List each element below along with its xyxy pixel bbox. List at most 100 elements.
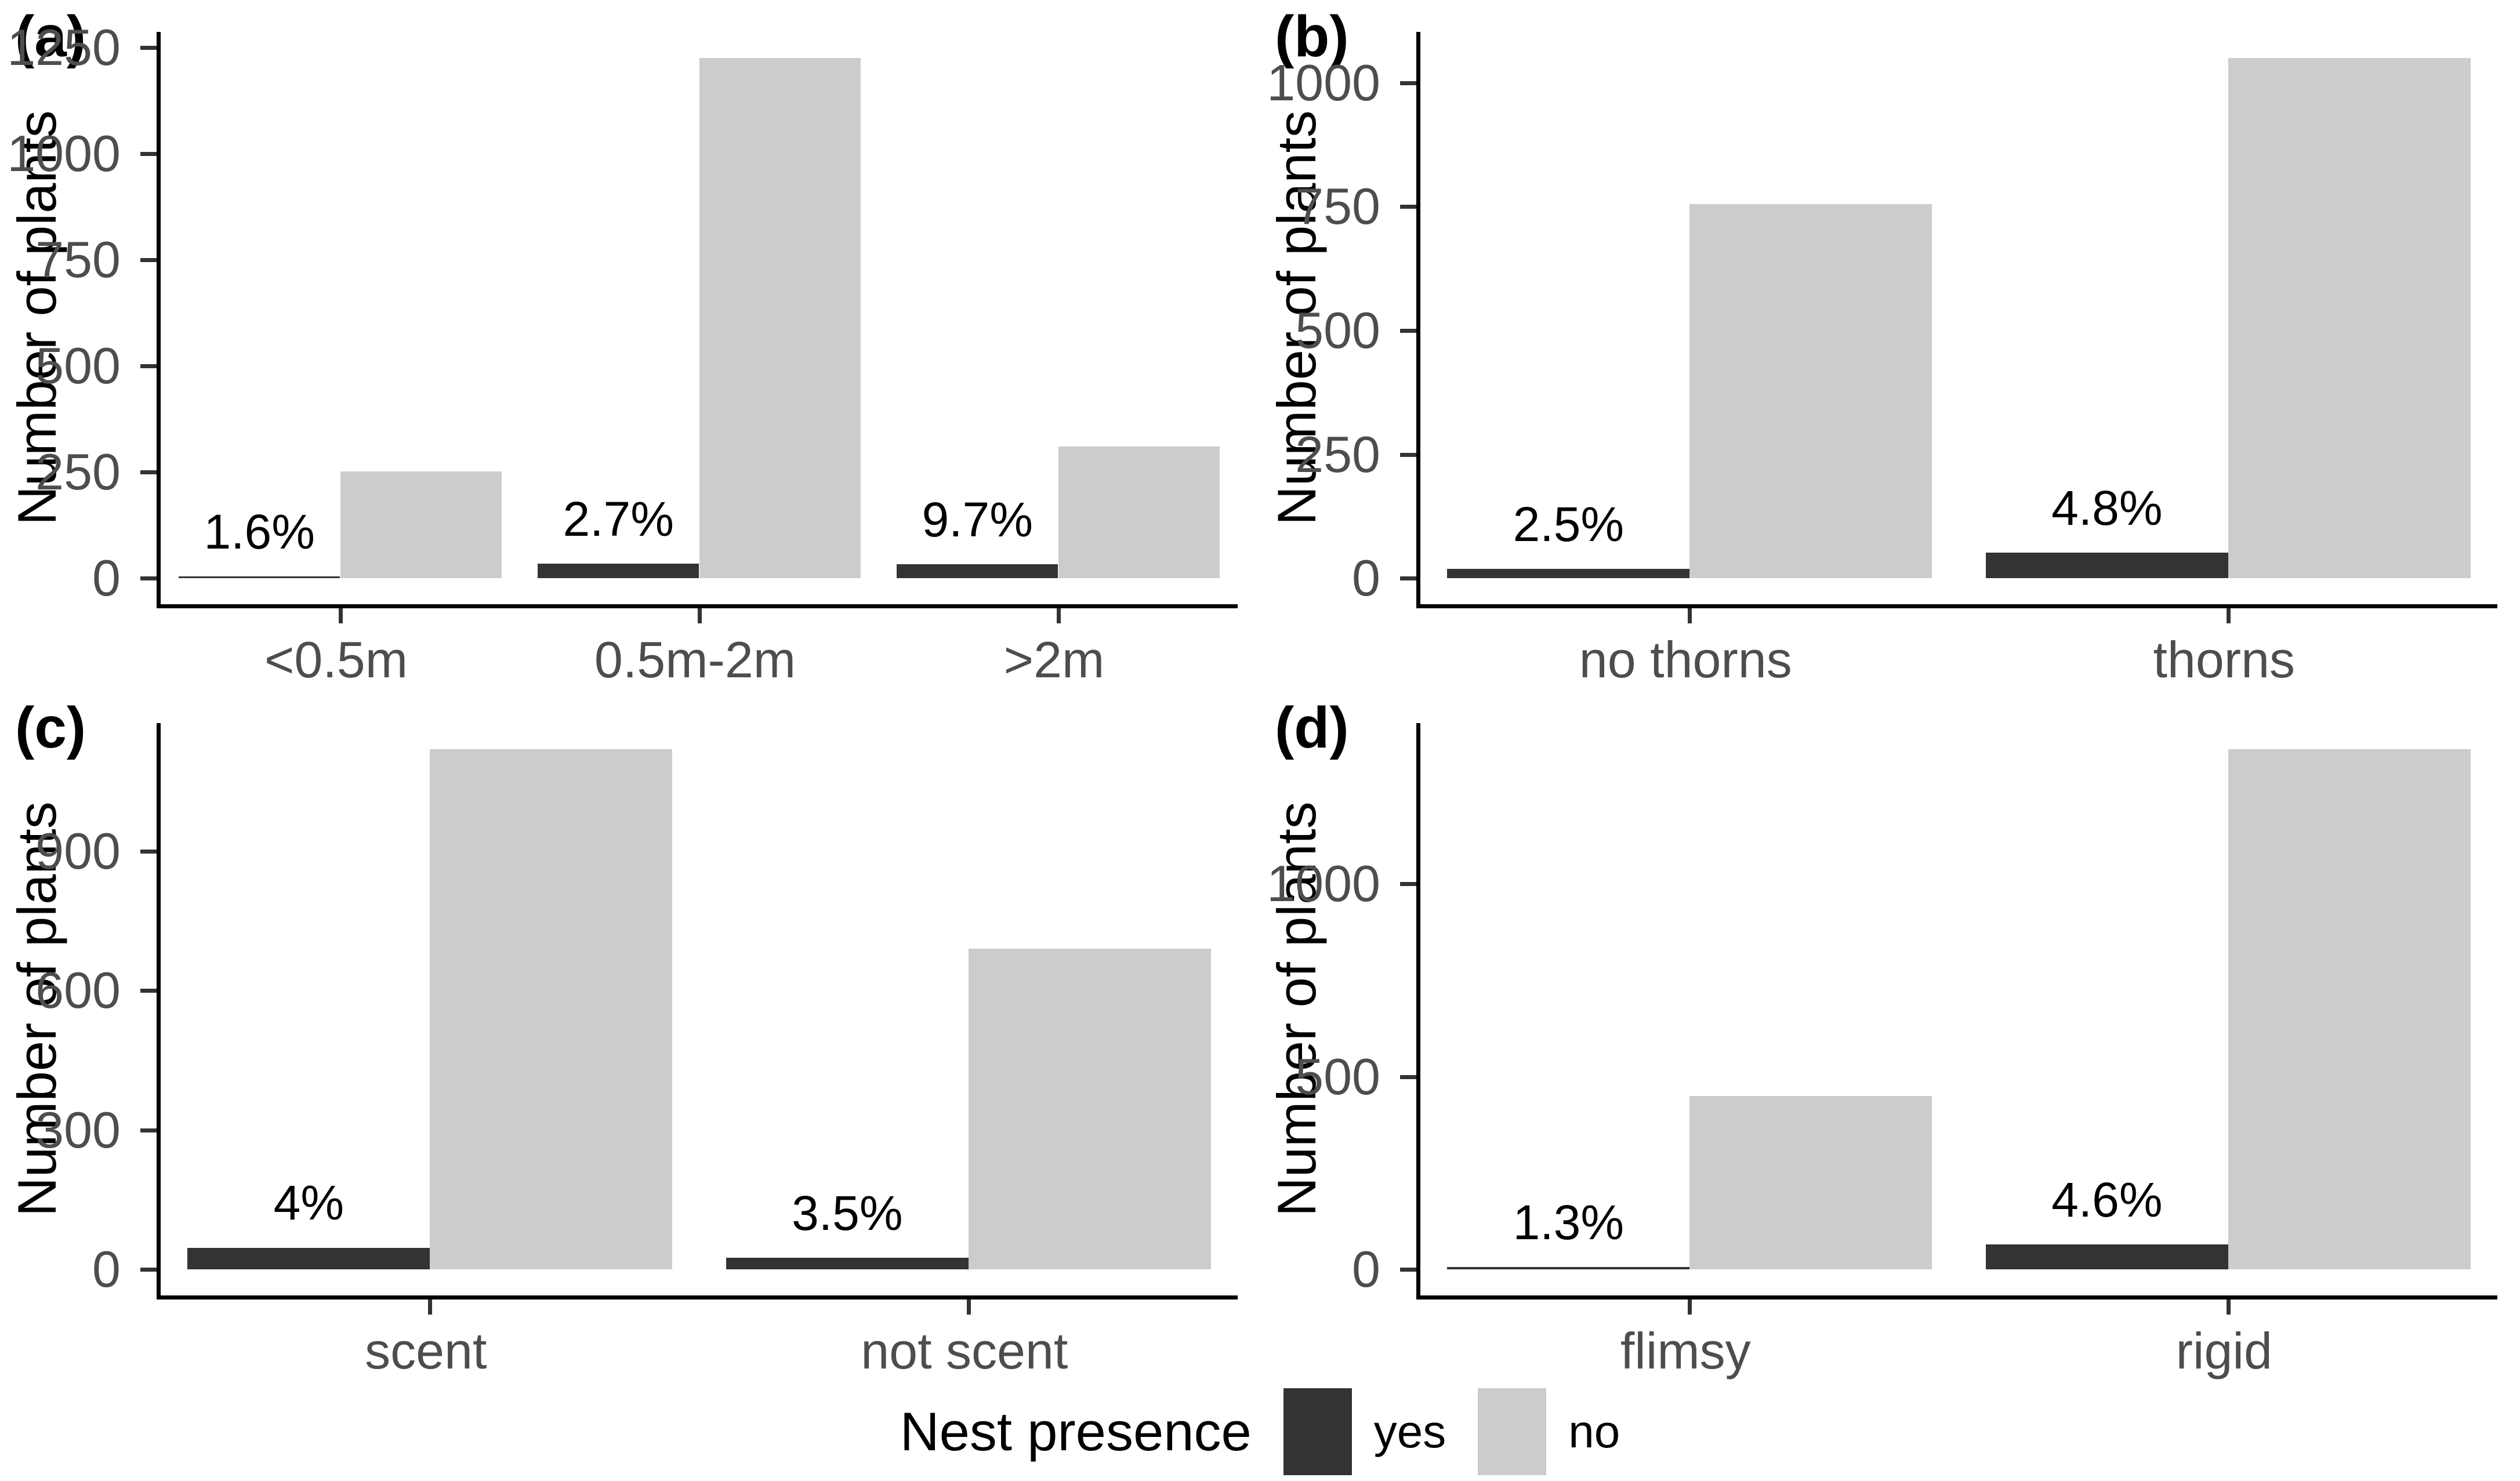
y-tick-label: 250	[1295, 425, 1380, 483]
bar-no	[699, 57, 861, 579]
bar-percent-label: 4%	[273, 1175, 345, 1230]
panel-tag: (a)	[15, 4, 86, 69]
panel-b: (b) Number of plants 2.5% 4.8% 0 250 500 750 100…	[1260, 0, 2520, 691]
legend-entry-yes: yes	[1283, 1388, 1446, 1475]
bar-percent-label: 1.3%	[1513, 1195, 1625, 1250]
y-tick-label: 0	[1352, 549, 1380, 607]
y-tick-label: 1000	[1267, 53, 1380, 111]
x-tick-label: <0.5m	[264, 631, 408, 688]
panel-tag: (c)	[15, 695, 86, 760]
y-tick-mark	[1400, 81, 1416, 85]
panel-d: (d) Number of plants 1.3% 4.6% 0 500 1000 flims…	[1260, 691, 2520, 1382]
bar-no	[1689, 1096, 1932, 1270]
panel-grid: (a) Number of plants 1.6% 2.7% 9.7% 0 250 500 75…	[0, 0, 2520, 1382]
bar-no	[2228, 749, 2471, 1270]
x-tick-mark	[697, 608, 702, 623]
bar-yes	[1985, 552, 2228, 579]
y-tick-label: 500	[1295, 1047, 1380, 1105]
y-tick-mark	[1400, 205, 1416, 209]
x-tick-label: 0.5m-2m	[594, 631, 796, 688]
bar-yes	[1447, 568, 1690, 579]
x-tick-label: >2m	[1003, 631, 1105, 688]
y-tick-label: 1000	[1267, 855, 1380, 913]
bar-percent-label: 4.6%	[2051, 1172, 2163, 1227]
y-tick-label: 750	[1295, 177, 1380, 235]
y-tick-label: 0	[92, 1240, 121, 1298]
x-tick-label: no thorns	[1579, 631, 1792, 688]
y-tick-label: 0	[1352, 1240, 1380, 1298]
y-tick-label: 1000	[7, 124, 121, 182]
x-tick-mark	[1688, 1299, 1692, 1315]
bar-yes	[1447, 1267, 1690, 1270]
bar-percent-label: 2.5%	[1513, 496, 1625, 551]
y-tick-label: 750	[35, 230, 121, 288]
panel-tag: (b)	[1275, 4, 1349, 69]
y-tick-mark	[1400, 328, 1416, 333]
y-tick-mark	[140, 576, 157, 581]
y-tick-mark	[140, 470, 157, 475]
y-tick-mark	[140, 364, 157, 368]
bar-percent-label: 9.7%	[922, 492, 1033, 547]
y-tick-mark	[140, 850, 157, 854]
y-tick-mark	[1400, 576, 1416, 581]
y-tick-mark	[140, 1128, 157, 1132]
y-tick-mark	[140, 989, 157, 993]
y-tick-label: 0	[92, 549, 121, 607]
y-tick-label: 1250	[7, 18, 121, 76]
bar-yes	[896, 564, 1058, 579]
x-tick-label: flimsy	[1620, 1322, 1751, 1380]
x-tick-label: rigid	[2175, 1322, 2272, 1380]
bar-percent-label: 4.8%	[2051, 480, 2163, 535]
y-tick-mark	[140, 1268, 157, 1272]
y-tick-mark	[1400, 1268, 1416, 1272]
bar-no	[430, 749, 673, 1270]
bar-percent-label: 3.5%	[792, 1186, 903, 1241]
y-axis-title: Number of plants	[1266, 801, 1327, 1217]
x-tick-mark	[1688, 608, 1692, 623]
y-tick-mark	[140, 151, 157, 156]
plot-area: 2.5% 4.8%	[1400, 32, 2497, 623]
y-tick-label: 250	[35, 443, 121, 501]
bar-no	[1058, 447, 1220, 579]
bar-yes	[178, 576, 340, 579]
x-tick-mark	[428, 1299, 433, 1315]
legend-swatch-yes-icon	[1283, 1388, 1352, 1475]
bar-percent-label: 2.7%	[563, 492, 674, 547]
y-tick-label: 600	[35, 961, 121, 1019]
x-tick-mark	[2226, 1299, 2231, 1315]
x-tick-label: scent	[365, 1322, 487, 1380]
bar-no	[1689, 204, 1932, 579]
legend-label-no: no	[1568, 1406, 1620, 1457]
bar-yes	[537, 564, 699, 579]
y-tick-label: 500	[1295, 301, 1380, 359]
bar-no	[968, 949, 1211, 1270]
y-tick-label: 500	[35, 336, 121, 394]
bar-yes	[1985, 1244, 2228, 1270]
y-tick-mark	[140, 257, 157, 262]
y-tick-mark	[1400, 882, 1416, 887]
x-tick-label: not scent	[861, 1322, 1068, 1380]
legend-title: Nest presence	[900, 1401, 1252, 1462]
legend-swatch-no-icon	[1478, 1388, 1547, 1475]
legend-label-yes: yes	[1373, 1406, 1446, 1457]
x-tick-mark	[338, 608, 343, 623]
x-tick-mark	[966, 1299, 971, 1315]
panel-c: (c) Number of plants 4% 3.5% 0 300 600 900 scent…	[0, 691, 1260, 1382]
y-tick-label: 300	[35, 1101, 121, 1159]
x-tick-label: thorns	[2153, 631, 2296, 688]
plot-area: 4% 3.5%	[140, 723, 1238, 1315]
x-tick-mark	[2226, 608, 2231, 623]
x-tick-mark	[1056, 608, 1061, 623]
bar-no	[2228, 57, 2471, 579]
y-tick-mark	[1400, 452, 1416, 457]
y-tick-label: 900	[35, 822, 121, 880]
bar-yes	[726, 1258, 969, 1270]
legend-entry-no: no	[1478, 1388, 1620, 1475]
plot-area: 1.6% 2.7% 9.7%	[140, 32, 1238, 623]
legend: Nest presence yes no	[0, 1382, 2520, 1481]
y-tick-mark	[140, 45, 157, 50]
y-axis-title: Number of plants	[6, 110, 67, 526]
bar-yes	[187, 1247, 430, 1270]
panel-a: (a) Number of plants 1.6% 2.7% 9.7% 0 250 500 75…	[0, 0, 1260, 691]
